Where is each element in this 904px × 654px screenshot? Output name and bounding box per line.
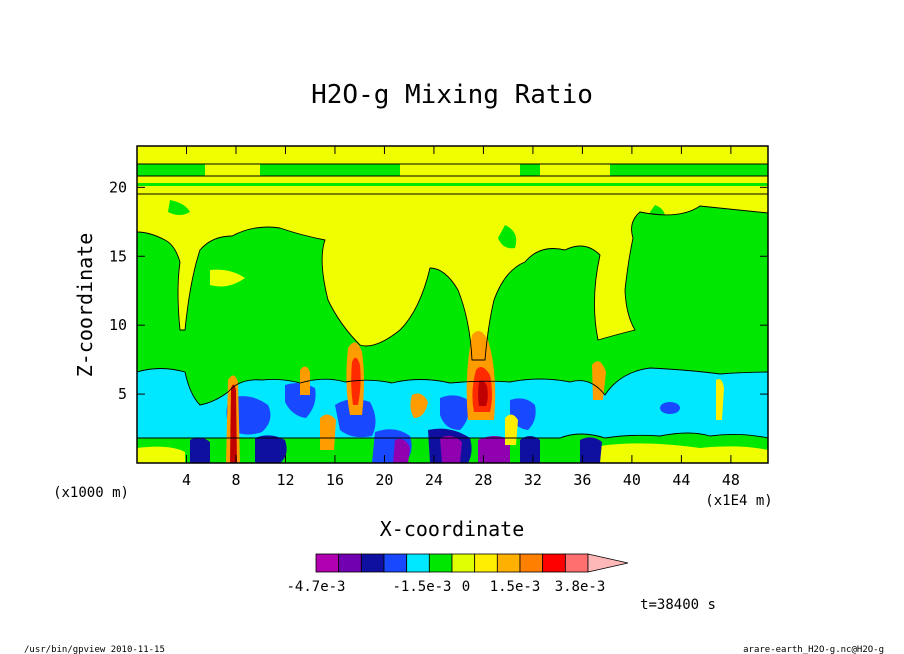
x-tick-label: 48: [722, 471, 740, 489]
colorbar-label: -1.5e-3: [392, 579, 451, 595]
colorbar-swatch: [519, 553, 544, 573]
tower-14: [300, 366, 310, 395]
tower-30-low: [505, 414, 518, 445]
colorbar-swatch: [564, 553, 589, 573]
colorbar-label: 0: [462, 579, 470, 595]
colorbar-labels: -4.7e-3 -1.5e-3 0 1.5e-3 3.8e-3: [286, 579, 605, 595]
blue-patch-4: [440, 395, 469, 430]
x-tick-label: 28: [474, 471, 492, 489]
colorbar-swatch: [542, 553, 566, 573]
purple-patch-1: [393, 439, 410, 463]
x-axis-label: X-coordinate: [380, 517, 525, 541]
green-hole-2: [498, 225, 517, 249]
tower-18-core: [351, 357, 361, 405]
x-tick-label: 32: [524, 471, 542, 489]
contour-yellow: [137, 205, 768, 361]
chart-title: H2O-g Mixing Ratio: [311, 80, 593, 110]
colorbar-swatch: [315, 553, 340, 573]
footer-right: arare-earth_H2O-g.nc@H2O-g: [743, 645, 884, 654]
x-tick-label: 40: [623, 471, 641, 489]
colorbar-label: 3.8e-3: [555, 579, 606, 595]
thin-green-stripe: [137, 183, 768, 186]
upper-blob-1: [205, 161, 260, 176]
x-tick-label: 44: [672, 471, 690, 489]
tower-16-low: [320, 414, 336, 450]
colorbar-swatch: [383, 553, 408, 573]
x-tick-label: 8: [231, 471, 240, 489]
colorbar-label: 1.5e-3: [490, 579, 541, 595]
y-axis: 5 10 15 20: [109, 178, 768, 403]
green-hole-3: [168, 200, 190, 215]
navy-patch-1: [190, 437, 210, 463]
x-tick-label: 20: [375, 471, 393, 489]
y-tick-label: 15: [109, 247, 127, 265]
tower-28-peak: [478, 380, 488, 406]
upper-blob-2: [400, 157, 520, 176]
tower-38: [592, 361, 606, 400]
x-tick-label: 4: [182, 471, 191, 489]
tower-22: [410, 393, 428, 418]
x-tick-label: 12: [276, 471, 294, 489]
x-tick-label: 36: [573, 471, 591, 489]
top-yellow-band: [137, 146, 768, 164]
purple-patch-3: [478, 436, 510, 463]
colorbar-swatch: [428, 553, 453, 573]
blue-patch-3: [335, 399, 376, 438]
colorbar-label: -4.7e-3: [286, 579, 345, 595]
y-tick-label: 5: [118, 385, 127, 403]
colorbar-swatch: [360, 553, 385, 573]
colorbar-swatch: [474, 553, 498, 573]
navy-patch-2: [255, 435, 287, 463]
x-tick-label: 16: [326, 471, 344, 489]
x-tick-label: 24: [425, 471, 443, 489]
time-label: t=38400 s: [640, 597, 716, 613]
y-tick-label: 10: [109, 316, 127, 334]
purple-patch-2: [440, 435, 462, 463]
colorbar-extend-arrow: [587, 553, 629, 573]
surface-yellow-1: [137, 446, 185, 463]
y-axis-label: Z-coordinate: [73, 233, 97, 378]
navy-patch-5: [580, 437, 602, 463]
green-hole-4: [650, 205, 665, 222]
tower-47: [716, 379, 724, 420]
footer-left: /usr/bin/gpview 2010-11-15: [24, 645, 165, 654]
tower-8-core: [230, 384, 237, 463]
plot-area: [137, 146, 768, 463]
colorbar-swatch: [406, 553, 430, 573]
colorbar-swatch: [496, 553, 521, 573]
surface-yellow-2: [600, 443, 768, 463]
x-unit-right: (x1E4 m): [705, 493, 772, 509]
y-tick-label: 20: [109, 178, 127, 196]
contour-upper: [137, 163, 768, 195]
x-unit-left: (x1000 m): [53, 485, 129, 501]
navy-patch-4: [520, 436, 540, 463]
upper-blob-3: [540, 161, 610, 176]
contour-cyan-top: [137, 367, 768, 406]
yellow-patch-1: [210, 269, 245, 287]
colorbar-swatch: [338, 553, 362, 573]
blue-patch-6: [660, 402, 680, 414]
colorbar-swatch: [451, 553, 476, 573]
x-axis: 4 8 12 16 20 24 28 32 36 40 44 48: [182, 146, 740, 489]
contour-cyan-bottom: [137, 432, 768, 439]
colorbar: [315, 553, 629, 573]
green-hole-1: [291, 240, 313, 266]
upper-yellow-region: [137, 194, 768, 360]
plot-frame: [136, 145, 769, 464]
